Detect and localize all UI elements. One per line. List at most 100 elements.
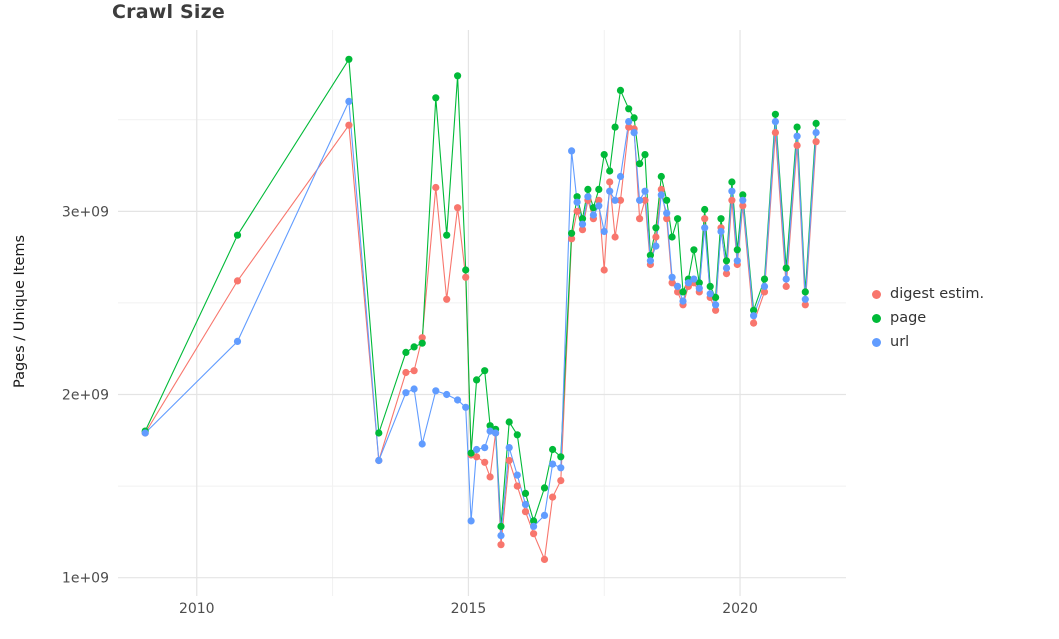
data-point-page	[630, 114, 638, 122]
data-point-page	[410, 343, 418, 351]
series-line-digest-estim	[144, 123, 817, 562]
data-point-page	[750, 306, 758, 314]
data-point-url	[674, 282, 682, 290]
data-point-page	[467, 449, 475, 457]
data-point-digest-estim	[739, 202, 747, 210]
data-point-page	[530, 517, 538, 525]
data-point-page	[641, 151, 649, 159]
data-point-page	[557, 453, 565, 461]
data-point-url	[432, 387, 440, 395]
data-point-url	[462, 403, 470, 411]
data-point-url	[600, 227, 608, 236]
data-point-page	[578, 215, 587, 223]
axis-tick-labels: 2010 2015 2020 1e+09 2e+09 3e+09	[62, 204, 758, 617]
data-point-digest-estim	[418, 334, 426, 342]
data-point-page	[568, 229, 576, 237]
data-point-digest-estim	[616, 196, 625, 204]
data-point-page	[589, 204, 598, 212]
data-point-url	[402, 389, 410, 397]
data-point-digest-estim	[712, 306, 720, 314]
data-point-url	[771, 118, 780, 126]
x-tick-label: 2015	[451, 601, 487, 617]
data-point-page	[760, 275, 769, 283]
data-point-page	[782, 264, 790, 272]
data-point-page	[812, 119, 820, 127]
data-point-digest-estim	[497, 541, 505, 549]
data-point-digest-estim	[573, 207, 581, 215]
data-point-url	[663, 209, 671, 217]
data-point-url	[521, 500, 530, 508]
data-point-url	[733, 257, 741, 265]
data-point-digest-estim	[812, 138, 820, 146]
data-point-page	[625, 105, 633, 113]
data-point-digest-estim	[410, 367, 418, 375]
data-point-digest-estim	[600, 266, 608, 274]
data-point-url	[646, 257, 655, 265]
data-point-page	[793, 123, 801, 131]
data-point-page	[695, 279, 703, 287]
data-point-digest-estim	[521, 508, 530, 516]
data-point-page	[652, 224, 660, 232]
data-point-url	[595, 202, 603, 210]
data-point-url	[141, 429, 149, 437]
legend-item-page: page	[872, 310, 984, 326]
data-point-url	[473, 445, 481, 454]
data-point-page	[375, 429, 383, 437]
data-point-page	[505, 418, 513, 426]
data-point-url	[657, 191, 665, 199]
data-point-page	[454, 72, 462, 80]
data-point-page	[611, 123, 619, 131]
data-point-page	[674, 215, 682, 223]
data-point-url	[728, 187, 736, 195]
data-point-url	[549, 460, 557, 468]
data-point-url	[573, 198, 581, 206]
data-point-digest-estim	[486, 473, 494, 481]
data-point-digest-estim	[728, 196, 736, 204]
data-point-digest-estim	[345, 121, 353, 129]
data-point-url	[679, 297, 687, 305]
data-point-digest-estim	[549, 493, 557, 501]
data-point-url	[760, 282, 769, 290]
data-point-digest-estim	[513, 482, 521, 490]
data-point-page	[771, 110, 780, 118]
data-point-page	[497, 522, 505, 531]
data-point-url	[712, 301, 720, 309]
data-point-digest-estim	[674, 288, 682, 296]
data-point-url	[739, 196, 747, 204]
data-point-page	[717, 215, 725, 223]
data-point-page	[690, 246, 698, 254]
data-point-digest-estim	[657, 185, 665, 193]
data-point-digest-estim	[771, 129, 780, 137]
data-point-page	[513, 431, 521, 439]
data-point-url	[684, 279, 693, 287]
data-point-page	[606, 167, 614, 175]
series-line-url	[144, 99, 817, 536]
data-point-digest-estim	[722, 270, 731, 278]
chart-title: Crawl Size	[112, 1, 225, 23]
data-point-page	[712, 293, 720, 301]
data-point-digest-estim	[505, 456, 513, 465]
data-point-page	[600, 151, 608, 159]
data-point-url	[492, 429, 500, 437]
data-point-page	[233, 231, 242, 239]
data-point-digest-estim	[750, 319, 758, 327]
data-point-page	[701, 205, 709, 214]
data-point-page	[443, 231, 451, 239]
legend-item-url: url	[872, 334, 984, 350]
data-point-url	[486, 427, 494, 435]
data-point-digest-estim	[663, 215, 671, 223]
data-point-page	[739, 191, 747, 199]
data-point-url	[584, 193, 592, 201]
data-point-digest-estim	[652, 233, 660, 241]
data-point-url	[578, 220, 587, 228]
data-point-url	[706, 290, 714, 298]
data-point-page	[722, 257, 731, 265]
data-point-url	[418, 440, 426, 448]
legend-dot-url	[872, 337, 881, 347]
data-point-url	[616, 172, 625, 181]
data-point-page	[733, 246, 741, 254]
legend-label-digest-estim: digest estim.	[890, 286, 985, 302]
data-point-page	[728, 178, 736, 186]
data-point-url	[530, 522, 538, 531]
data-point-digest-estim	[578, 226, 587, 234]
